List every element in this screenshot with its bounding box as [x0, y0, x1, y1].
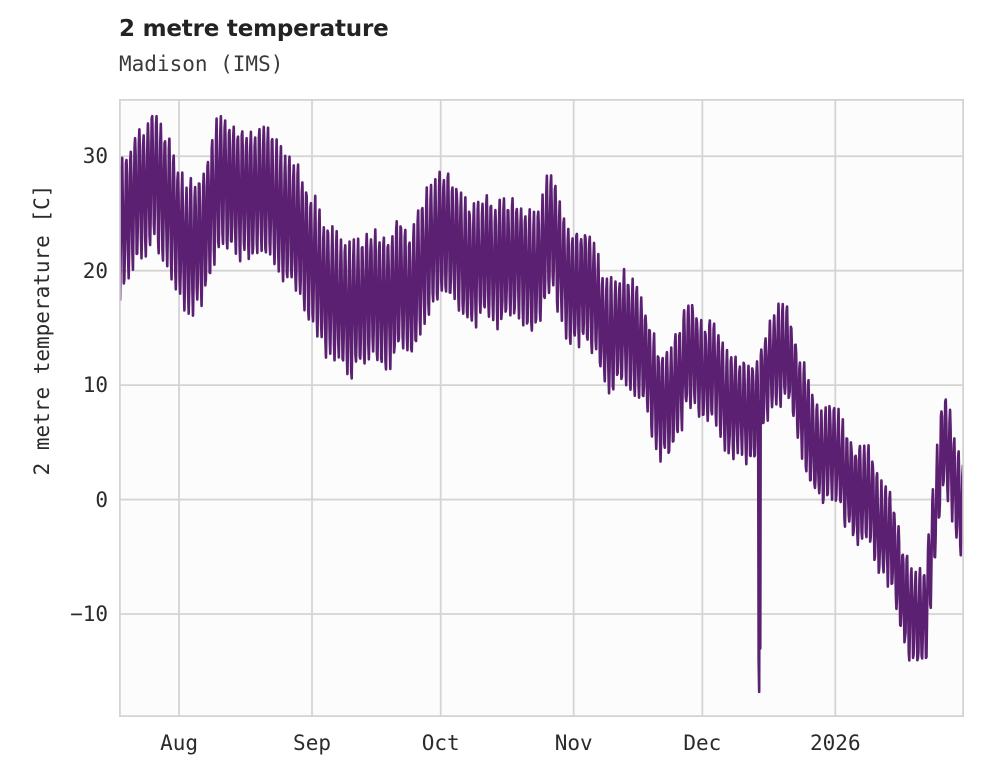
x-tick-label: 2026 — [810, 731, 861, 755]
chart-title: 2 metre temperature — [119, 16, 389, 42]
chart-subtitle: Madison (IMS) — [119, 52, 284, 76]
chart-canvas — [119, 99, 964, 717]
y-axis-tick-labels: 30 20 10 0 −10 — [42, 99, 108, 717]
x-tick-label: Oct — [421, 731, 460, 755]
temperature-line — [119, 114, 964, 694]
y-tick-label: −10 — [70, 602, 108, 626]
plot-border — [119, 99, 964, 717]
x-tick-label: Dec — [683, 731, 722, 755]
y-tick-label: 0 — [95, 487, 108, 512]
y-tick-label: 20 — [82, 258, 108, 283]
x-tick-label: Aug — [160, 731, 199, 755]
x-tick-label: Nov — [554, 731, 593, 755]
x-axis-tick-labels: Aug Sep Oct Nov Dec 2026 — [119, 731, 964, 765]
plot-area — [119, 99, 964, 717]
x-tick-label: Sep — [293, 731, 331, 755]
y-tick-label: 30 — [82, 144, 108, 169]
data-series-group — [119, 114, 964, 694]
y-tick-label: 10 — [82, 373, 108, 398]
